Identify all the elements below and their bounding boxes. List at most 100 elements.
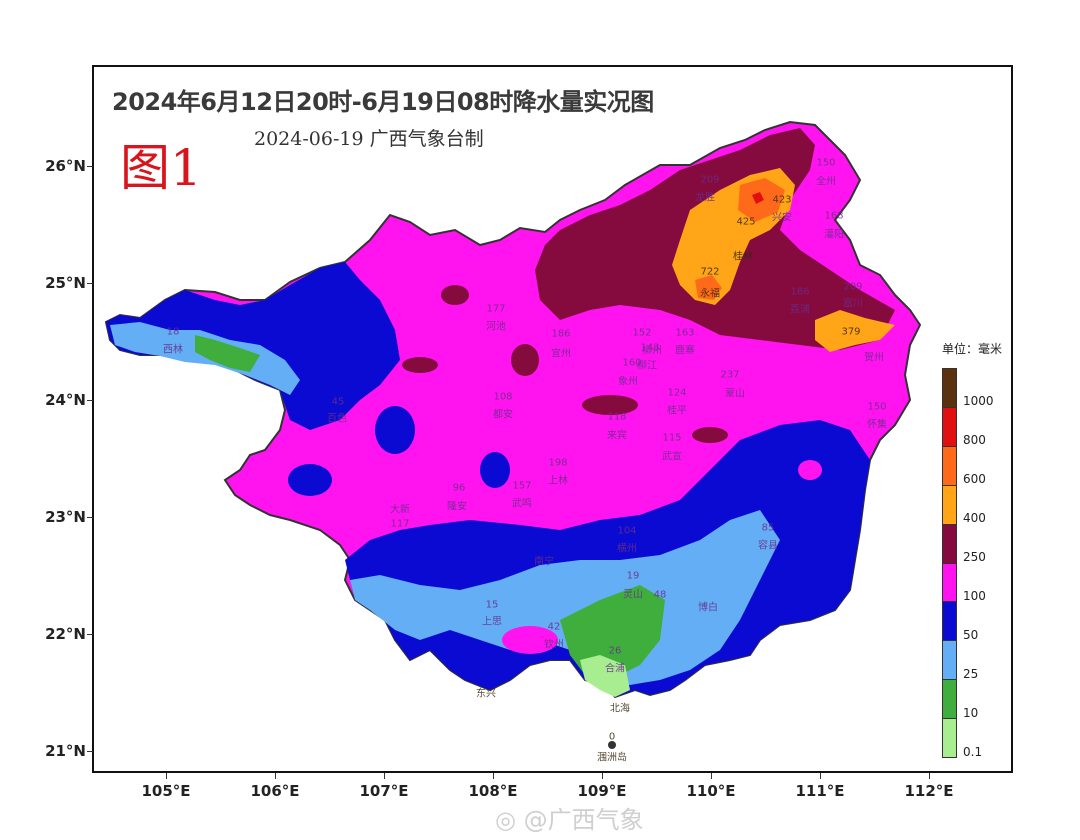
station-name: 合浦 [605, 663, 625, 675]
zone-0-10-coast [580, 655, 630, 697]
x-tick-label: 111°E [795, 782, 845, 800]
station-name: 武鸣 [512, 498, 532, 510]
station-value: 198 [548, 457, 568, 469]
blob-100-250 [798, 460, 822, 480]
station-value: 423 [772, 194, 792, 206]
weibo-watermark: ◎ @广西气象 [495, 800, 644, 835]
station-value: 117 [390, 518, 410, 530]
y-tick [87, 166, 93, 167]
x-tick [166, 773, 167, 779]
legend-bin-800 [943, 407, 956, 447]
station-value: 26 [608, 645, 622, 657]
station-name: 南宁 [534, 556, 554, 568]
legend-label: 100 [963, 589, 986, 603]
legend-bin-250 [943, 524, 956, 564]
station-name: 桂林 [733, 251, 753, 263]
blob-250-400 [441, 285, 469, 305]
y-tick [87, 517, 93, 518]
legend-label: 1000 [963, 394, 994, 408]
watermark-text: @广西气象 [523, 806, 644, 834]
station-value: 379 [841, 326, 861, 338]
station-name: 象州 [618, 376, 638, 388]
y-tick-label: 26°N [45, 157, 86, 175]
station-value: 42 [547, 621, 561, 633]
zone-800-1000-core [752, 192, 764, 204]
blob-250-400 [511, 344, 539, 376]
station-name: 永福 [700, 288, 720, 300]
y-tick [87, 283, 93, 284]
y-tick-label: 23°N [45, 508, 86, 526]
y-tick-label: 21°N [45, 742, 86, 760]
station-name: 河池 [486, 321, 506, 333]
station-name: 荔浦 [790, 304, 810, 316]
station-name: 上思 [482, 616, 502, 628]
station-value: 157 [512, 480, 532, 492]
y-tick-label: 22°N [45, 625, 86, 643]
station-name: 灵山 [623, 589, 643, 601]
station-value: 118 [607, 411, 627, 423]
y-tick-label: 24°N [45, 391, 86, 409]
station-value: 168 [824, 210, 844, 222]
figure-label: 图1 [120, 139, 202, 197]
legend-bin-25 [943, 641, 956, 681]
zone-10-25-coast [560, 585, 665, 680]
station-name: 龙胜 [695, 192, 715, 204]
station-name: 钦州 [544, 639, 564, 651]
station-value: 104 [617, 525, 637, 537]
x-tick-label: 108°E [468, 782, 518, 800]
x-tick-label: 110°E [686, 782, 736, 800]
blob-50-100 [288, 464, 332, 496]
blob-250-400 [692, 427, 728, 443]
x-tick-label: 112°E [904, 782, 954, 800]
station-value: 722 [700, 266, 720, 278]
station-name: 横州 [617, 543, 637, 555]
map-title: 2024年6月12日20时-6月19日08时降水量实况图 [112, 88, 654, 116]
station-name: 怀集 [867, 419, 887, 431]
station-value: 96 [452, 482, 466, 494]
station-name: 柳州 [642, 345, 662, 357]
station-value: 19 [626, 570, 640, 582]
station-name: 鹿寨 [675, 345, 695, 357]
blob-250-400 [582, 395, 638, 415]
blob-100-250 [502, 626, 558, 654]
station-name: 隆安 [447, 501, 467, 513]
station-value: 18 [166, 326, 180, 338]
x-tick [275, 773, 276, 779]
station-name: 来宾 [607, 430, 627, 442]
legend-bin-50 [943, 602, 956, 642]
x-tick [820, 773, 821, 779]
station-name: 容县 [758, 540, 778, 552]
station-value: 152 [632, 327, 652, 339]
legend-label: 0.1 [963, 745, 983, 759]
station-name: 蒙山 [725, 388, 745, 400]
station-name: 北海 [610, 703, 630, 715]
x-tick [384, 773, 385, 779]
legend-label: 25 [963, 667, 979, 681]
x-tick-label: 109°E [577, 782, 627, 800]
legend-label: 800 [963, 433, 986, 447]
station-value: 425 [736, 216, 756, 228]
zone-25-50-south [350, 510, 780, 685]
x-tick [493, 773, 494, 779]
station-name: 宜州 [551, 348, 571, 360]
station-name: 涠洲岛 [597, 752, 627, 764]
x-tick [929, 773, 930, 779]
legend-label: 600 [963, 472, 986, 486]
legend-bin-400 [943, 485, 956, 525]
legend-colorbar [942, 368, 957, 758]
zone-400-600-hezhou [815, 310, 895, 352]
map-subtitle: 2024-06-19 广西气象台制 [254, 128, 484, 150]
station-value: 0 [608, 731, 616, 743]
zone-25-50-west [110, 322, 300, 395]
x-tick [602, 773, 603, 779]
station-value: 209 [843, 281, 863, 293]
station-name: 西林 [163, 344, 183, 356]
station-name: 都安 [493, 409, 513, 421]
station-value: 160 [622, 357, 642, 369]
legend-label: 250 [963, 550, 986, 564]
station-name: 柳江 [637, 360, 657, 372]
legend-label: 400 [963, 511, 986, 525]
station-name: 东兴 [476, 688, 496, 700]
zone-600-800-yongfu [695, 275, 722, 300]
